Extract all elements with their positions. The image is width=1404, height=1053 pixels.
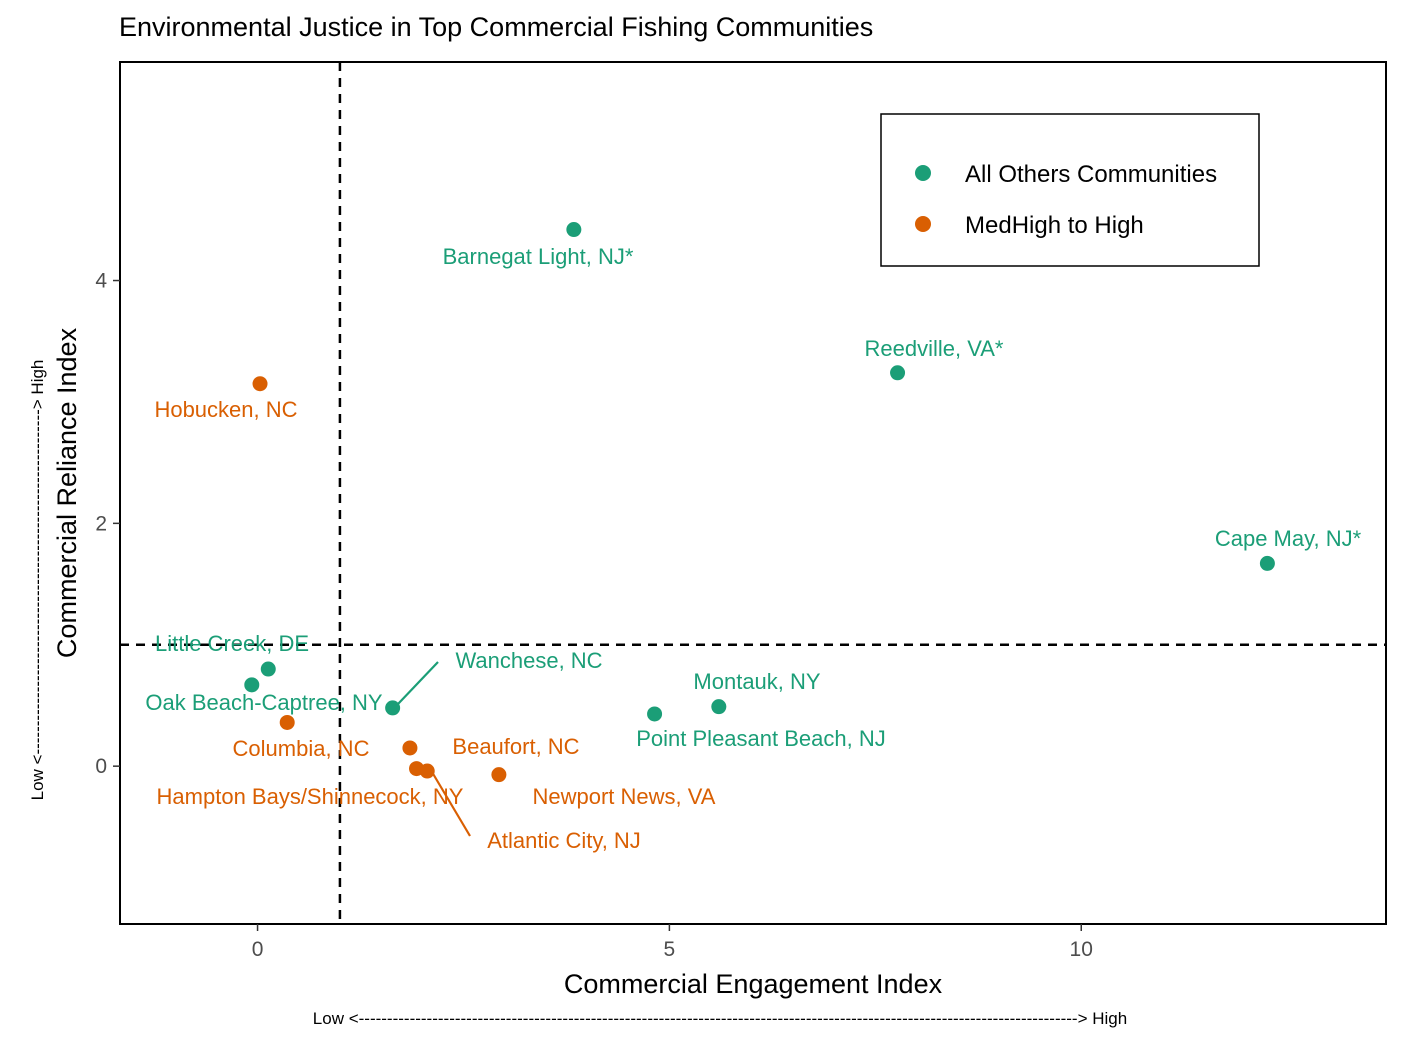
y-axis-title: Commercial Reliance Index xyxy=(52,327,82,658)
x-axis-title: Commercial Engagement Index xyxy=(564,969,943,999)
data-point-point-pleasant-beach-nj xyxy=(647,706,663,722)
point-label-little-creek-de: Little Creek, DE xyxy=(155,631,309,656)
chart-title: Environmental Justice in Top Commercial … xyxy=(119,12,873,42)
data-point-little-creek-de xyxy=(260,661,276,677)
data-point-hobucken-nc xyxy=(252,376,268,392)
point-label-hobucken-nc: Hobucken, NC xyxy=(154,397,297,422)
point-label-hampton-bays-shinnecock-ny: Hampton Bays/Shinnecock, NY xyxy=(157,784,464,809)
point-label-wanchese-nc: Wanchese, NC xyxy=(455,648,602,673)
leader-line-wanchese-nc xyxy=(397,661,439,705)
x-tick-label: 10 xyxy=(1070,938,1093,961)
data-point-reedville-va xyxy=(890,365,906,381)
x-tick-label: 0 xyxy=(252,938,264,961)
point-label-barnegat-light-nj: Barnegat Light, NJ* xyxy=(443,244,634,269)
plot-panel-border xyxy=(119,61,1387,925)
data-point-cape-may-nj xyxy=(1259,555,1275,571)
point-label-columbia-nc: Columbia, NC xyxy=(233,736,370,761)
y-tick-label: 4 xyxy=(95,270,107,293)
point-label-atlantic-city-nj: Atlantic City, NJ xyxy=(487,828,641,853)
data-point-montauk-ny xyxy=(711,699,727,715)
data-point-newport-news-va xyxy=(491,767,507,783)
data-point-columbia-nc xyxy=(279,714,295,730)
leader-line-atlantic-city-nj xyxy=(431,771,471,837)
point-label-point-pleasant-beach-nj: Point Pleasant Beach, NJ xyxy=(636,726,885,751)
legend-label-medhigh-to-high: MedHigh to High xyxy=(965,212,1144,239)
point-label-oak-beach-captree-ny: Oak Beach-Captree, NY xyxy=(145,690,383,715)
data-point-wanchese-nc xyxy=(385,700,401,716)
y-tick-label: 2 xyxy=(95,512,107,535)
data-point-barnegat-light-nj xyxy=(566,222,582,238)
data-point-atlantic-city-nj xyxy=(419,763,435,779)
point-label-reedville-va: Reedville, VA* xyxy=(865,336,1004,361)
x-axis-direction-arrow: Low <-----------------------------------… xyxy=(313,1009,1127,1028)
point-label-montauk-ny: Montauk, NY xyxy=(693,669,820,694)
legend-label-all-others-communities: All Others Communities xyxy=(965,161,1217,188)
legend-key-all-others-communities xyxy=(915,165,931,181)
legend: All Others Communities MedHigh to High xyxy=(880,113,1260,267)
y-axis-direction-arrow: Low <-----------------------------------… xyxy=(28,360,47,801)
legend-key-medhigh-to-high xyxy=(915,216,931,232)
point-label-cape-may-nj: Cape May, NJ* xyxy=(1215,526,1362,551)
data-point-oak-beach-captree-ny xyxy=(244,677,260,693)
x-tick-label: 5 xyxy=(664,938,676,961)
legend-box xyxy=(880,113,1260,267)
point-label-newport-news-va: Newport News, VA xyxy=(533,784,716,809)
y-tick-label: 0 xyxy=(95,755,107,778)
point-label-beaufort-nc: Beaufort, NC xyxy=(452,734,579,759)
data-point-beaufort-nc xyxy=(402,740,418,756)
